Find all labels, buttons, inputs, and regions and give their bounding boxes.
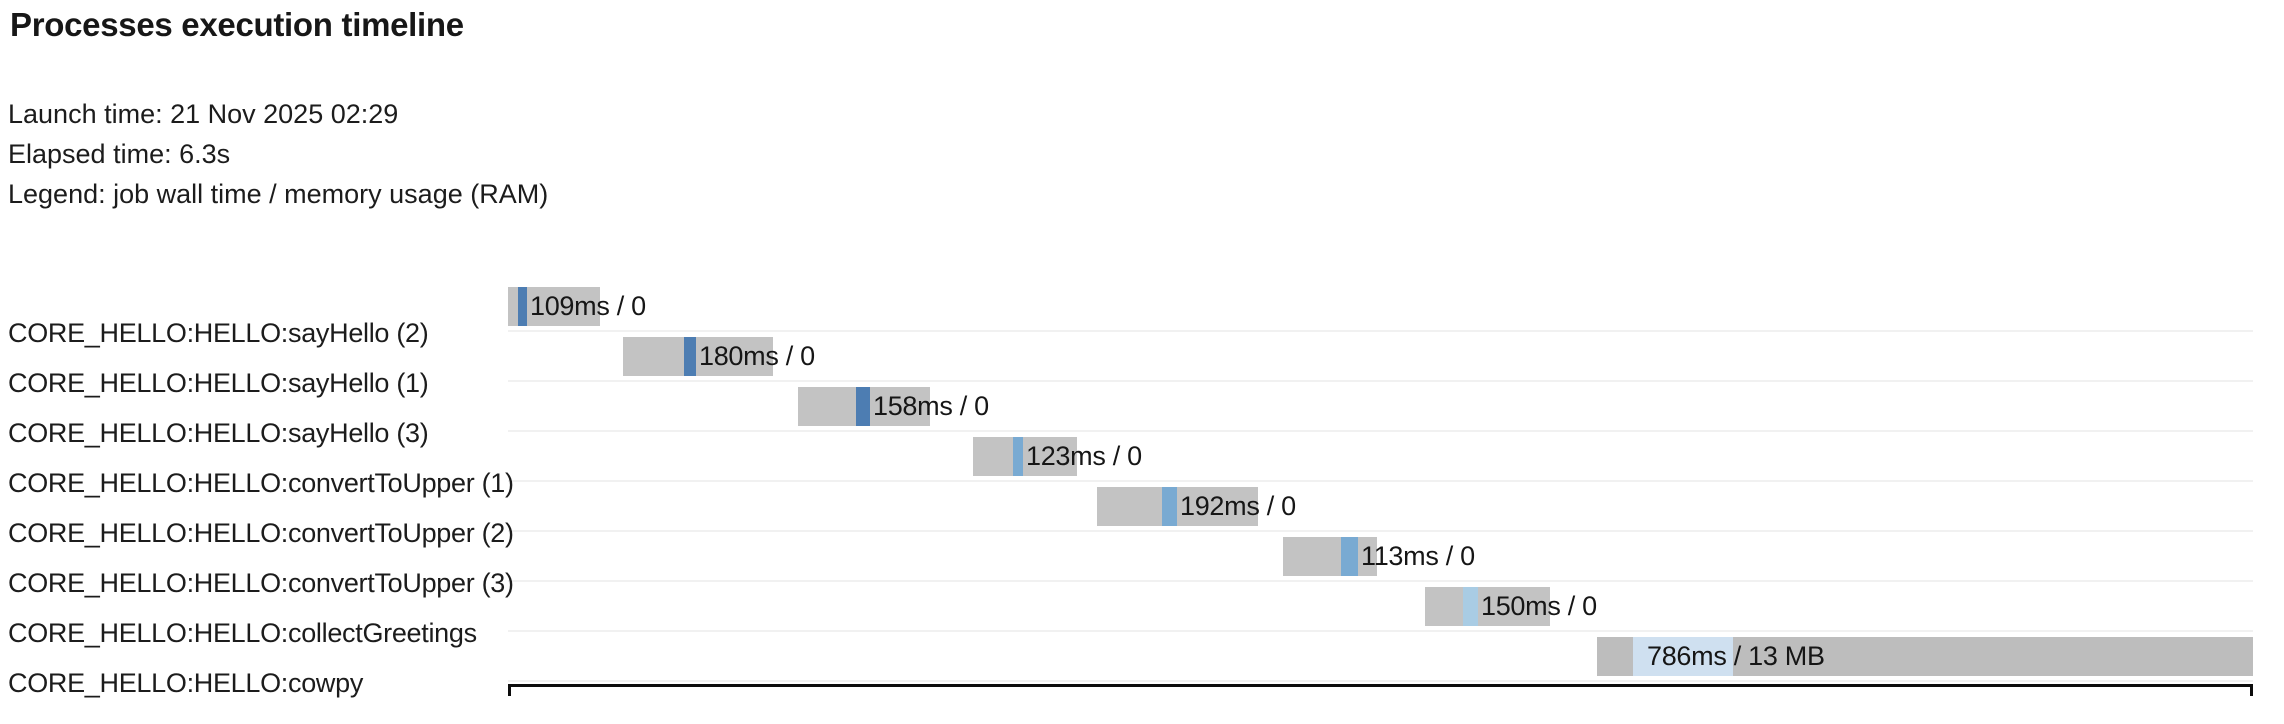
bar-value-label: 123ms / 0 xyxy=(1026,440,1142,471)
run-meta-block: Launch time: 21 Nov 2025 02:29 Elapsed t… xyxy=(8,94,548,214)
elapsed-time-text: Elapsed time: 6.3s xyxy=(8,139,231,169)
process-label: CORE_HELLO:HELLO:convertToUpper (1) xyxy=(8,468,514,498)
bar-value-label: 158ms / 0 xyxy=(873,390,989,421)
timeline-row: CORE_HELLO:HELLO:sayHello (2) 109ms / 0 xyxy=(0,282,2284,348)
row-separator xyxy=(508,580,2253,582)
bar-value-label: 113ms / 0 xyxy=(1361,540,1475,571)
row-separator xyxy=(508,380,2253,382)
timeline-row: CORE_HELLO:HELLO:convertToUpper (1) 123ms… xyxy=(0,432,2284,498)
row-separator xyxy=(508,430,2253,432)
process-label: CORE_HELLO:HELLO:sayHello (3) xyxy=(8,418,429,448)
timeline-row: CORE_HELLO:HELLO:sayHello (1) 180ms / 0 xyxy=(0,332,2284,398)
wall-time-stripe xyxy=(518,286,527,326)
row-separator xyxy=(508,480,2253,482)
legend-text: Legend: job wall time / memory usage (RA… xyxy=(8,179,549,209)
process-label: CORE_HELLO:HELLO:sayHello (1) xyxy=(8,368,429,398)
task-bar[interactable] xyxy=(1597,636,2253,676)
page-title: Processes execution timeline xyxy=(10,6,464,43)
launch-time-text: Launch time: 21 Nov 2025 02:29 xyxy=(8,99,399,129)
bar-value-label: 786ms / 13 MB xyxy=(1647,640,1825,671)
timeline-row: CORE_HELLO:HELLO:cowpy 786ms / 13 MB xyxy=(0,632,2284,698)
task-bar[interactable] xyxy=(798,386,930,426)
process-label: CORE_HELLO:HELLO:convertToUpper (2) xyxy=(8,518,514,548)
wall-time-stripe xyxy=(1633,636,1733,676)
wall-time-stripe xyxy=(1013,436,1023,476)
timeline-chart: CORE_HELLO:HELLO:sayHello (2) 109ms / 0 CO… xyxy=(0,282,2284,698)
wall-time-stripe xyxy=(856,386,870,426)
process-label: CORE_HELLO:HELLO:convertToUpper (3) xyxy=(8,568,514,598)
bar-value-label: 150ms / 0 xyxy=(1481,590,1597,621)
task-bar[interactable] xyxy=(1283,536,1377,576)
task-bar[interactable] xyxy=(973,436,1077,476)
task-bar[interactable] xyxy=(508,286,600,326)
task-bar[interactable] xyxy=(1425,586,1550,626)
row-separator xyxy=(508,630,2253,632)
time-axis xyxy=(508,684,2253,696)
timeline-row: CORE_HELLO:HELLO:convertToUpper (2) 192ms… xyxy=(0,482,2284,548)
row-separator xyxy=(508,680,2253,682)
process-label: CORE_HELLO:HELLO:sayHello (2) xyxy=(8,318,429,348)
bar-value-label: 180ms / 0 xyxy=(699,340,815,371)
wall-time-stripe xyxy=(1341,536,1358,576)
bar-value-label: 192ms / 0 xyxy=(1180,490,1296,521)
wall-time-stripe xyxy=(1463,586,1478,626)
bar-value-label: 109ms / 0 xyxy=(530,290,646,321)
timeline-row: CORE_HELLO:HELLO:sayHello (3) 158ms / 0 xyxy=(0,382,2284,448)
wall-time-stripe xyxy=(1162,486,1177,526)
row-separator xyxy=(508,530,2253,532)
task-bar[interactable] xyxy=(1097,486,1258,526)
timeline-row: CORE_HELLO:HELLO:convertToUpper (3) 113ms… xyxy=(0,532,2284,598)
process-label: CORE_HELLO:HELLO:collectGreetings xyxy=(8,618,477,648)
wall-time-stripe xyxy=(684,336,696,376)
timeline-row: CORE_HELLO:HELLO:collectGreetings 150ms /… xyxy=(0,582,2284,648)
process-label: CORE_HELLO:HELLO:cowpy xyxy=(8,668,364,698)
row-separator xyxy=(508,330,2253,332)
task-bar[interactable] xyxy=(623,336,773,376)
